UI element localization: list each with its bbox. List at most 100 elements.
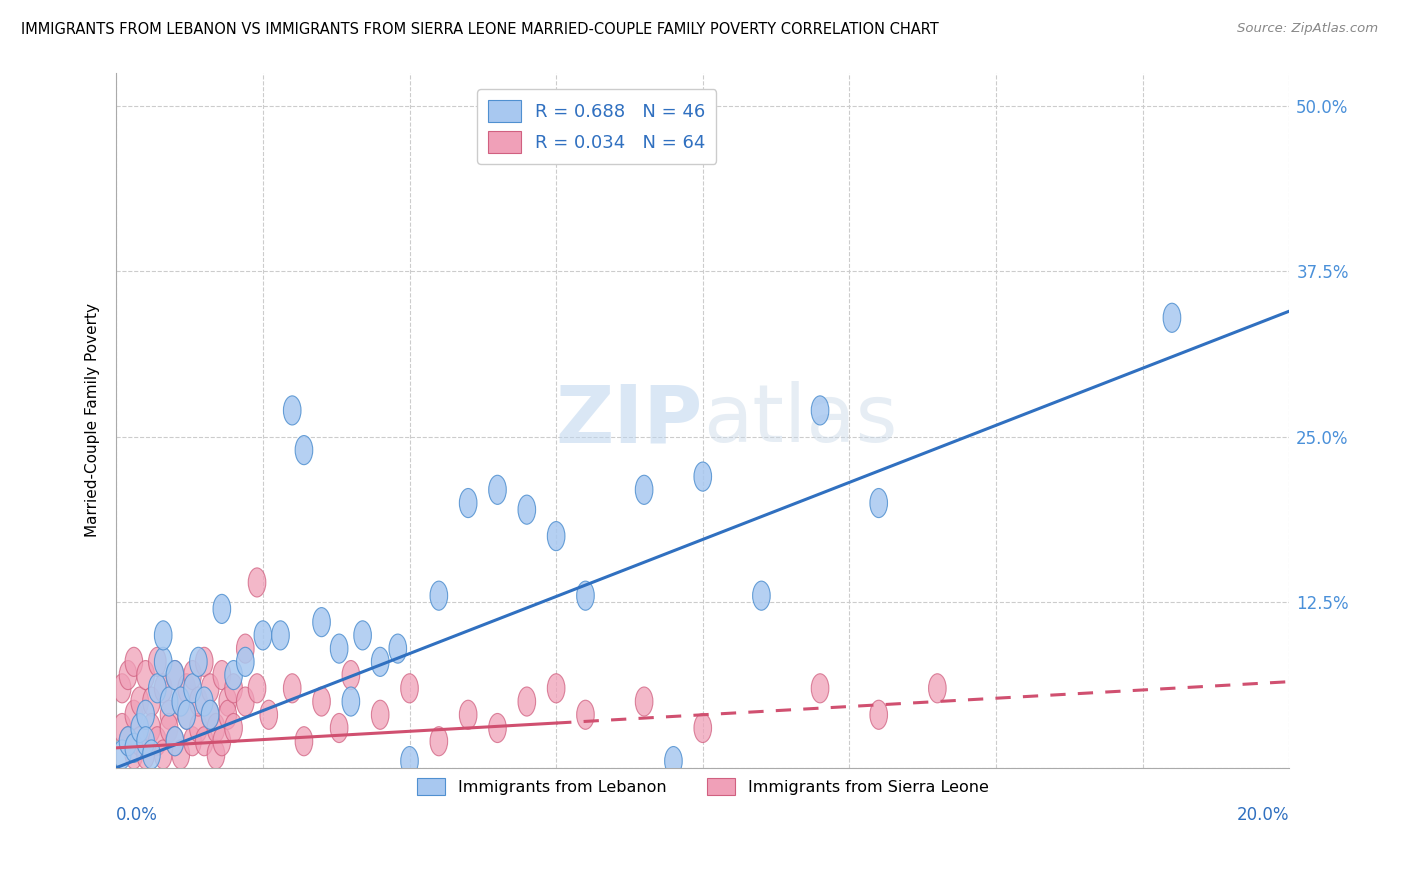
Ellipse shape bbox=[401, 747, 419, 776]
Ellipse shape bbox=[184, 660, 201, 690]
Ellipse shape bbox=[136, 660, 155, 690]
Ellipse shape bbox=[460, 700, 477, 730]
Ellipse shape bbox=[114, 714, 131, 742]
Ellipse shape bbox=[371, 700, 389, 730]
Text: Source: ZipAtlas.com: Source: ZipAtlas.com bbox=[1237, 22, 1378, 36]
Ellipse shape bbox=[177, 700, 195, 730]
Ellipse shape bbox=[225, 660, 242, 690]
Ellipse shape bbox=[811, 673, 830, 703]
Ellipse shape bbox=[201, 700, 219, 730]
Ellipse shape bbox=[295, 435, 312, 465]
Ellipse shape bbox=[389, 634, 406, 663]
Ellipse shape bbox=[131, 727, 149, 756]
Ellipse shape bbox=[172, 687, 190, 716]
Ellipse shape bbox=[172, 740, 190, 769]
Ellipse shape bbox=[342, 687, 360, 716]
Ellipse shape bbox=[136, 740, 155, 769]
Ellipse shape bbox=[142, 687, 160, 716]
Ellipse shape bbox=[201, 700, 219, 730]
Ellipse shape bbox=[120, 727, 136, 756]
Ellipse shape bbox=[136, 727, 155, 756]
Ellipse shape bbox=[214, 660, 231, 690]
Ellipse shape bbox=[166, 660, 184, 690]
Ellipse shape bbox=[547, 522, 565, 550]
Text: IMMIGRANTS FROM LEBANON VS IMMIGRANTS FROM SIERRA LEONE MARRIED-COUPLE FAMILY PO: IMMIGRANTS FROM LEBANON VS IMMIGRANTS FR… bbox=[21, 22, 939, 37]
Ellipse shape bbox=[330, 634, 347, 663]
Ellipse shape bbox=[190, 714, 207, 742]
Ellipse shape bbox=[160, 700, 177, 730]
Ellipse shape bbox=[225, 673, 242, 703]
Ellipse shape bbox=[201, 673, 219, 703]
Ellipse shape bbox=[155, 673, 172, 703]
Ellipse shape bbox=[225, 714, 242, 742]
Text: 20.0%: 20.0% bbox=[1237, 805, 1289, 824]
Ellipse shape bbox=[207, 740, 225, 769]
Ellipse shape bbox=[330, 714, 347, 742]
Ellipse shape bbox=[636, 475, 652, 504]
Ellipse shape bbox=[312, 687, 330, 716]
Ellipse shape bbox=[430, 727, 447, 756]
Ellipse shape bbox=[114, 673, 131, 703]
Ellipse shape bbox=[149, 727, 166, 756]
Ellipse shape bbox=[155, 621, 172, 650]
Ellipse shape bbox=[166, 727, 184, 756]
Ellipse shape bbox=[517, 687, 536, 716]
Ellipse shape bbox=[695, 462, 711, 491]
Ellipse shape bbox=[184, 673, 201, 703]
Ellipse shape bbox=[131, 687, 149, 716]
Ellipse shape bbox=[166, 660, 184, 690]
Ellipse shape bbox=[195, 687, 214, 716]
Ellipse shape bbox=[214, 727, 231, 756]
Ellipse shape bbox=[928, 673, 946, 703]
Ellipse shape bbox=[870, 700, 887, 730]
Ellipse shape bbox=[249, 673, 266, 703]
Ellipse shape bbox=[172, 687, 190, 716]
Ellipse shape bbox=[125, 648, 142, 676]
Ellipse shape bbox=[249, 568, 266, 597]
Ellipse shape bbox=[114, 740, 131, 769]
Ellipse shape bbox=[190, 687, 207, 716]
Ellipse shape bbox=[195, 648, 214, 676]
Text: 0.0%: 0.0% bbox=[117, 805, 157, 824]
Text: atlas: atlas bbox=[703, 382, 897, 459]
Ellipse shape bbox=[155, 648, 172, 676]
Ellipse shape bbox=[517, 495, 536, 524]
Text: ZIP: ZIP bbox=[555, 382, 703, 459]
Ellipse shape bbox=[284, 673, 301, 703]
Ellipse shape bbox=[260, 700, 277, 730]
Ellipse shape bbox=[184, 727, 201, 756]
Ellipse shape bbox=[166, 727, 184, 756]
Ellipse shape bbox=[236, 648, 254, 676]
Ellipse shape bbox=[177, 673, 195, 703]
Ellipse shape bbox=[236, 634, 254, 663]
Ellipse shape bbox=[354, 621, 371, 650]
Ellipse shape bbox=[120, 660, 136, 690]
Ellipse shape bbox=[195, 727, 214, 756]
Ellipse shape bbox=[489, 714, 506, 742]
Ellipse shape bbox=[160, 714, 177, 742]
Ellipse shape bbox=[1163, 303, 1181, 333]
Ellipse shape bbox=[271, 621, 290, 650]
Ellipse shape bbox=[547, 673, 565, 703]
Ellipse shape bbox=[155, 740, 172, 769]
Ellipse shape bbox=[811, 396, 830, 425]
Ellipse shape bbox=[214, 594, 231, 624]
Ellipse shape bbox=[125, 740, 142, 769]
Ellipse shape bbox=[636, 687, 652, 716]
Ellipse shape bbox=[136, 700, 155, 730]
Ellipse shape bbox=[160, 687, 177, 716]
Ellipse shape bbox=[695, 714, 711, 742]
Ellipse shape bbox=[207, 714, 225, 742]
Ellipse shape bbox=[312, 607, 330, 637]
Ellipse shape bbox=[430, 581, 447, 610]
Y-axis label: Married-Couple Family Poverty: Married-Couple Family Poverty bbox=[86, 303, 100, 537]
Legend: Immigrants from Lebanon, Immigrants from Sierra Leone: Immigrants from Lebanon, Immigrants from… bbox=[411, 772, 995, 801]
Ellipse shape bbox=[284, 396, 301, 425]
Ellipse shape bbox=[125, 733, 142, 763]
Ellipse shape bbox=[131, 714, 149, 742]
Ellipse shape bbox=[752, 581, 770, 610]
Ellipse shape bbox=[460, 489, 477, 517]
Ellipse shape bbox=[236, 687, 254, 716]
Ellipse shape bbox=[576, 581, 595, 610]
Ellipse shape bbox=[125, 700, 142, 730]
